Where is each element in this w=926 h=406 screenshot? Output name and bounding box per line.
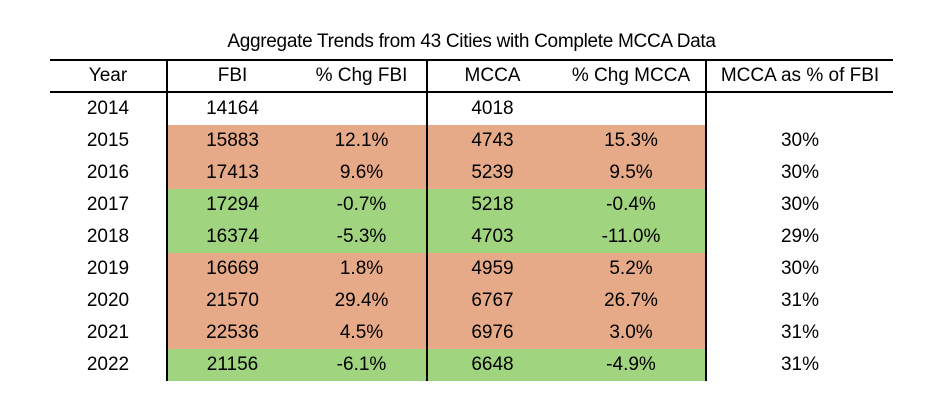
- mcca-cell: 6767: [426, 285, 557, 317]
- mcca-pct-cell: 30%: [705, 253, 893, 285]
- year-cell: 2014: [86, 98, 130, 119]
- year-cell: 2017: [86, 194, 130, 215]
- chg-mcca-cell: 5.2%: [557, 253, 706, 285]
- table-title: Aggregate Trends from 43 Cities with Com…: [227, 31, 716, 52]
- header-chg-fbi: % Chg FBI: [297, 59, 427, 93]
- chg-mcca-cell: 9.5%: [557, 157, 706, 189]
- year-cell: 2015: [86, 130, 130, 151]
- chg-fbi-cell: -5.3%: [297, 221, 427, 253]
- year-cell: 2021: [86, 322, 130, 343]
- fbi-cell: 21156: [166, 349, 297, 381]
- table-row: 2015 15883 12.1% 4743 15.3% 30%: [50, 125, 893, 157]
- mcca-cell: 5239: [426, 157, 557, 189]
- header-fbi: FBI: [166, 59, 297, 93]
- header-mcca: MCCA: [426, 59, 557, 93]
- header-mcca-pct: MCCA as % of FBI: [705, 59, 893, 93]
- chg-mcca-cell: 26.7%: [557, 285, 706, 317]
- year-cell: 2022: [86, 354, 130, 375]
- fbi-cell: 15883: [166, 125, 297, 157]
- mcca-cell: 4018: [426, 92, 557, 125]
- chg-fbi-cell: 4.5%: [297, 317, 427, 349]
- header-year: Year: [50, 59, 167, 93]
- mcca-cell: 4743: [426, 125, 557, 157]
- chg-mcca-cell: -11.0%: [557, 221, 706, 253]
- fbi-cell: 16374: [166, 221, 297, 253]
- fbi-cell: 14164: [166, 92, 297, 125]
- table-row: 2018 16374 -5.3% 4703 -11.0% 29%: [50, 221, 893, 253]
- table-row: 2021 22536 4.5% 6976 3.0% 31%: [50, 317, 893, 349]
- chg-mcca-cell: 3.0%: [557, 317, 706, 349]
- fbi-cell: 22536: [166, 317, 297, 349]
- fbi-cell: 17294: [166, 189, 297, 221]
- fbi-cell: 17413: [166, 157, 297, 189]
- chg-fbi-cell: -0.7%: [297, 189, 427, 221]
- trends-table: Year FBI % Chg FBI MCCA % Chg MCCA MCCA …: [50, 59, 893, 381]
- mcca-pct-cell: 30%: [705, 125, 893, 157]
- fbi-cell: 21570: [166, 285, 297, 317]
- fbi-cell: 16669: [166, 253, 297, 285]
- table-row: 2019 16669 1.8% 4959 5.2% 30%: [50, 253, 893, 285]
- mcca-pct-cell: 31%: [705, 317, 893, 349]
- mcca-cell: 4703: [426, 221, 557, 253]
- year-cell: 2018: [86, 226, 130, 247]
- chg-fbi-cell: 12.1%: [297, 125, 427, 157]
- table-row: 2014 14164 4018: [50, 92, 893, 125]
- mcca-pct-cell: 31%: [705, 349, 893, 381]
- year-cell: 2019: [86, 258, 130, 279]
- chg-mcca-cell: 15.3%: [557, 125, 706, 157]
- mcca-cell: 6976: [426, 317, 557, 349]
- mcca-pct-cell: 31%: [705, 285, 893, 317]
- mcca-pct-cell: 29%: [705, 221, 893, 253]
- chg-fbi-cell: [297, 92, 427, 125]
- table-row: 2020 21570 29.4% 6767 26.7% 31%: [50, 285, 893, 317]
- chg-fbi-cell: 29.4%: [297, 285, 427, 317]
- mcca-pct-cell: 30%: [705, 157, 893, 189]
- chg-fbi-cell: 1.8%: [297, 253, 427, 285]
- mcca-cell: 4959: [426, 253, 557, 285]
- chg-mcca-cell: -4.9%: [557, 349, 706, 381]
- header-chg-mcca: % Chg MCCA: [557, 59, 706, 93]
- chg-mcca-cell: [557, 92, 706, 125]
- table-row: 2016 17413 9.6% 5239 9.5% 30%: [50, 157, 893, 189]
- chg-mcca-cell: -0.4%: [557, 189, 706, 221]
- mcca-cell: 5218: [426, 189, 557, 221]
- year-cell: 2020: [86, 290, 130, 311]
- mcca-cell: 6648: [426, 349, 557, 381]
- mcca-pct-cell: 30%: [705, 189, 893, 221]
- chg-fbi-cell: -6.1%: [297, 349, 427, 381]
- year-cell: 2016: [86, 162, 130, 183]
- mcca-pct-cell: [705, 92, 893, 125]
- table-row: 2017 17294 -0.7% 5218 -0.4% 30%: [50, 189, 893, 221]
- header-row: Year FBI % Chg FBI MCCA % Chg MCCA MCCA …: [50, 59, 893, 93]
- chg-fbi-cell: 9.6%: [297, 157, 427, 189]
- table-row: 2022 21156 -6.1% 6648 -4.9% 31%: [50, 349, 893, 381]
